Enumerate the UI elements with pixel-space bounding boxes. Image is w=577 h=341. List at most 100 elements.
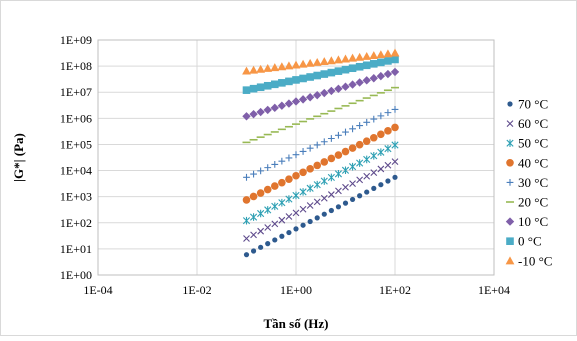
data-point (306, 202, 314, 209)
data-point (362, 51, 372, 60)
data-point (319, 57, 329, 66)
data-point (285, 154, 293, 162)
data-point (335, 131, 342, 139)
data-point (243, 173, 250, 181)
data-point (313, 161, 322, 170)
data-point (349, 196, 356, 203)
data-point (291, 97, 301, 106)
data-point (342, 200, 349, 206)
x-tick-label: 1E+00 (280, 283, 312, 297)
data-point (327, 68, 336, 77)
data-point (285, 175, 293, 184)
data-point (313, 198, 321, 206)
plot-area-border (97, 39, 495, 276)
data-point (390, 67, 400, 77)
data-point (272, 237, 278, 243)
x-tick-label: 1E+04 (478, 283, 510, 297)
data-point (257, 209, 265, 218)
series-30c (243, 105, 399, 181)
data-point (362, 137, 371, 146)
data-point (356, 176, 364, 184)
data-point (369, 51, 379, 60)
y-tick-label: 1E+00 (60, 268, 92, 282)
series-20c (242, 86, 399, 144)
data-point (356, 122, 364, 129)
data-point (314, 215, 320, 221)
data-point (242, 86, 251, 94)
data-point (377, 58, 385, 67)
data-point (306, 184, 314, 193)
data-point (271, 202, 279, 211)
legend-label: 60 °C (518, 116, 548, 131)
data-point (256, 83, 265, 92)
legend-label: 10 °C (518, 214, 548, 229)
data-point (270, 63, 280, 72)
legend-box (500, 93, 572, 281)
legend-marker (506, 120, 514, 127)
y-tick-label: 1E+07 (60, 85, 92, 99)
data-point (341, 82, 350, 91)
x-tick-label: 1E-04 (83, 283, 112, 297)
legend-item: 60 °C (506, 116, 548, 131)
data-point (270, 103, 279, 113)
data-point (284, 61, 294, 70)
data-point (299, 188, 307, 196)
series-70c (243, 174, 398, 258)
data-point (335, 204, 342, 210)
data-point (348, 144, 357, 152)
data-point (341, 166, 350, 175)
data-point (292, 191, 300, 200)
data-point (306, 165, 314, 173)
data-point (313, 71, 322, 80)
series-50c (242, 141, 399, 225)
data-point (263, 185, 272, 194)
data-point (278, 198, 286, 207)
data-point (341, 65, 350, 74)
data-point (348, 53, 357, 62)
legend-label: -10 °C (518, 253, 552, 268)
data-point (320, 88, 329, 98)
data-point (264, 164, 272, 172)
data-point (306, 73, 314, 81)
data-point (313, 90, 322, 100)
data-point (321, 211, 327, 217)
data-point (305, 93, 315, 102)
data-point (369, 60, 378, 68)
data-point (292, 209, 300, 217)
data-point (348, 162, 357, 171)
data-point (355, 62, 364, 71)
data-point (391, 123, 399, 132)
data-point (355, 140, 364, 149)
data-point (292, 171, 300, 180)
data-point (334, 151, 343, 159)
data-point (327, 135, 335, 142)
data-point (242, 66, 251, 75)
data-point (335, 187, 342, 195)
data-point (277, 101, 287, 110)
data-point (355, 52, 365, 61)
series-40c (242, 123, 399, 204)
data-point (306, 144, 314, 152)
data-point (271, 220, 279, 228)
data-point (298, 95, 308, 104)
data-point (328, 207, 334, 214)
data-point (243, 235, 250, 242)
data-point (299, 205, 307, 213)
data-point (264, 224, 272, 231)
data-point (263, 105, 272, 115)
legend-item: 40 °C (506, 155, 548, 170)
data-point (348, 64, 357, 73)
legend-item: -10 °C (505, 253, 552, 268)
data-point (342, 183, 349, 191)
y-tick-label: 1E+03 (60, 190, 92, 204)
series--10c (242, 48, 400, 75)
data-point (376, 50, 386, 59)
data-point (320, 177, 328, 185)
data-point (383, 69, 393, 79)
data-point (265, 241, 271, 247)
data-point (378, 182, 384, 188)
data-point (278, 216, 286, 224)
data-point (362, 76, 371, 85)
data-point (256, 107, 265, 117)
